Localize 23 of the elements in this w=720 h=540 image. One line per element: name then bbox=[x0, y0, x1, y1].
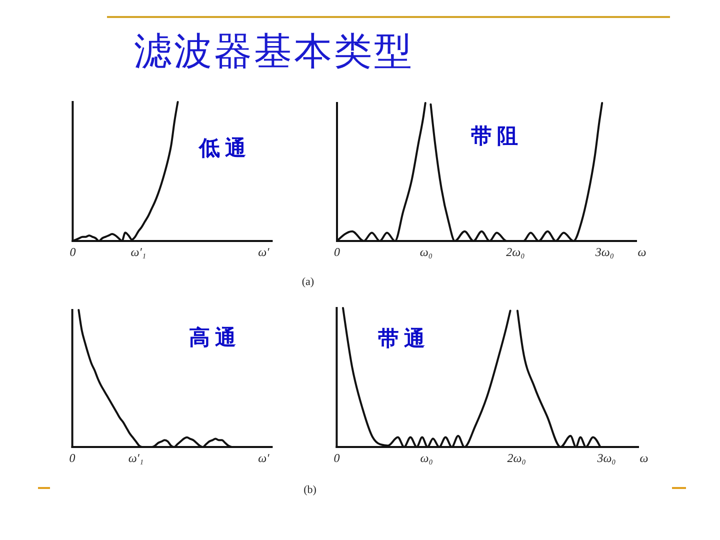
x-tick-label: 0 bbox=[334, 245, 340, 259]
x-axis-title: ω′ bbox=[258, 451, 270, 465]
text: 低通 bbox=[198, 136, 251, 160]
x-tick-label: 2ω₀ bbox=[507, 451, 526, 465]
x-axis-title: ω′ bbox=[258, 245, 270, 259]
x-tick-label: 0 bbox=[334, 451, 340, 465]
x-tick-label: 2ω₀ bbox=[506, 245, 525, 259]
text: 滤波器基本类型 bbox=[134, 31, 414, 73]
x-tick-label: ω′₁ bbox=[130, 245, 146, 259]
x-tick-label: ω₀ bbox=[420, 245, 433, 259]
text: 高通 bbox=[189, 325, 242, 350]
text: (b) bbox=[304, 484, 317, 496]
x-tick-label: 0 bbox=[69, 451, 76, 465]
x-tick-label: ω′₁ bbox=[128, 451, 144, 465]
text: (a) bbox=[302, 276, 314, 288]
x-tick-label: 3ω₀ bbox=[594, 245, 614, 259]
x-axis-title: ω bbox=[640, 451, 648, 465]
x-tick-label: 0 bbox=[70, 245, 76, 259]
x-tick-label: 3ω₀ bbox=[596, 451, 616, 465]
text: 带阻 bbox=[470, 125, 523, 148]
x-tick-label: ω₀ bbox=[420, 451, 433, 465]
x-axis-title: ω bbox=[638, 245, 646, 259]
text: 带通 bbox=[378, 328, 430, 351]
